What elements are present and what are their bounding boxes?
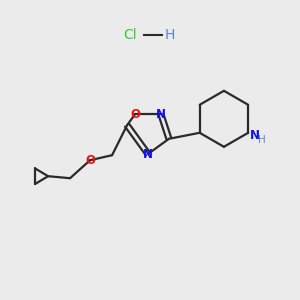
Text: Cl: Cl: [123, 28, 137, 42]
Text: N: N: [250, 129, 260, 142]
Text: O: O: [130, 108, 140, 121]
Text: H: H: [258, 135, 266, 145]
Text: N: N: [156, 108, 166, 121]
Text: O: O: [85, 154, 95, 167]
Text: H: H: [165, 28, 175, 42]
Text: N: N: [143, 148, 153, 160]
